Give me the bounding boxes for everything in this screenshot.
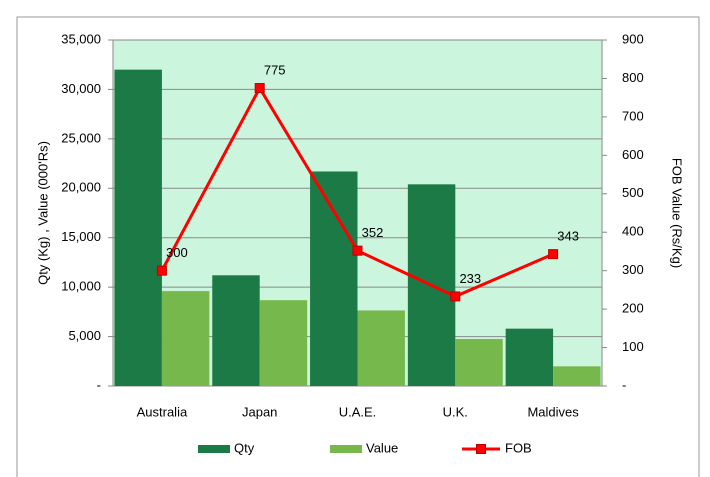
- data-label: 775: [264, 62, 286, 77]
- y2-tick-label: 200: [622, 301, 644, 316]
- y-tick-label: 10,000: [61, 279, 101, 294]
- y2-tick-label: 500: [622, 185, 644, 200]
- y-tick-label: 35,000: [61, 31, 101, 46]
- x-tick-label: Australia: [137, 404, 188, 419]
- y-tick-label: 5,000: [68, 328, 101, 343]
- bar: [553, 366, 601, 386]
- x-tick-label: U.A.E.: [339, 404, 377, 419]
- y2-tick-label: 700: [622, 108, 644, 123]
- data-label: 352: [362, 225, 384, 240]
- y2-tick-label: 100: [622, 339, 644, 354]
- x-tick-label: U.K.: [443, 404, 468, 419]
- bar: [161, 291, 210, 386]
- bar: [505, 328, 554, 386]
- line-marker: [254, 83, 265, 94]
- legend-label: Value: [366, 440, 398, 455]
- line-marker: [548, 249, 559, 260]
- y-tick-label: 15,000: [61, 229, 101, 244]
- legend-marker: [476, 444, 486, 454]
- y2-tick-label: 600: [622, 147, 644, 162]
- y2-axis-label: FOB Value (Rs/Kg): [670, 158, 685, 268]
- bar: [259, 300, 308, 386]
- y2-tick-label: 300: [622, 262, 644, 277]
- bar: [114, 69, 162, 387]
- data-label: 343: [557, 229, 579, 244]
- y-axis-label: Qty (Kg) , Value (000'Rs): [35, 141, 50, 285]
- legend-label: Qty: [234, 440, 255, 455]
- x-tick-label: Maldives: [527, 404, 579, 419]
- legend-label: FOB: [505, 440, 532, 455]
- y-tick-label: 30,000: [61, 81, 101, 96]
- data-label: 233: [459, 271, 481, 286]
- bar: [212, 275, 260, 386]
- y-tick-label: 25,000: [61, 130, 101, 145]
- x-tick-label: Japan: [242, 404, 277, 419]
- y2-tick-label: -: [622, 377, 626, 392]
- y2-tick-label: 900: [622, 31, 644, 46]
- legend-swatch: [330, 445, 362, 453]
- y2-tick-label: 400: [622, 224, 644, 239]
- y-tick-label: 20,000: [61, 180, 101, 195]
- data-label: 300: [166, 245, 188, 260]
- line-marker: [156, 265, 167, 276]
- line-marker: [450, 291, 461, 302]
- line-marker: [352, 245, 363, 256]
- legend-swatch: [198, 445, 230, 453]
- bar: [455, 339, 503, 386]
- bar: [310, 171, 358, 386]
- y2-tick-label: 800: [622, 70, 644, 85]
- bar: [357, 310, 405, 386]
- y-tick-label: -: [97, 377, 101, 392]
